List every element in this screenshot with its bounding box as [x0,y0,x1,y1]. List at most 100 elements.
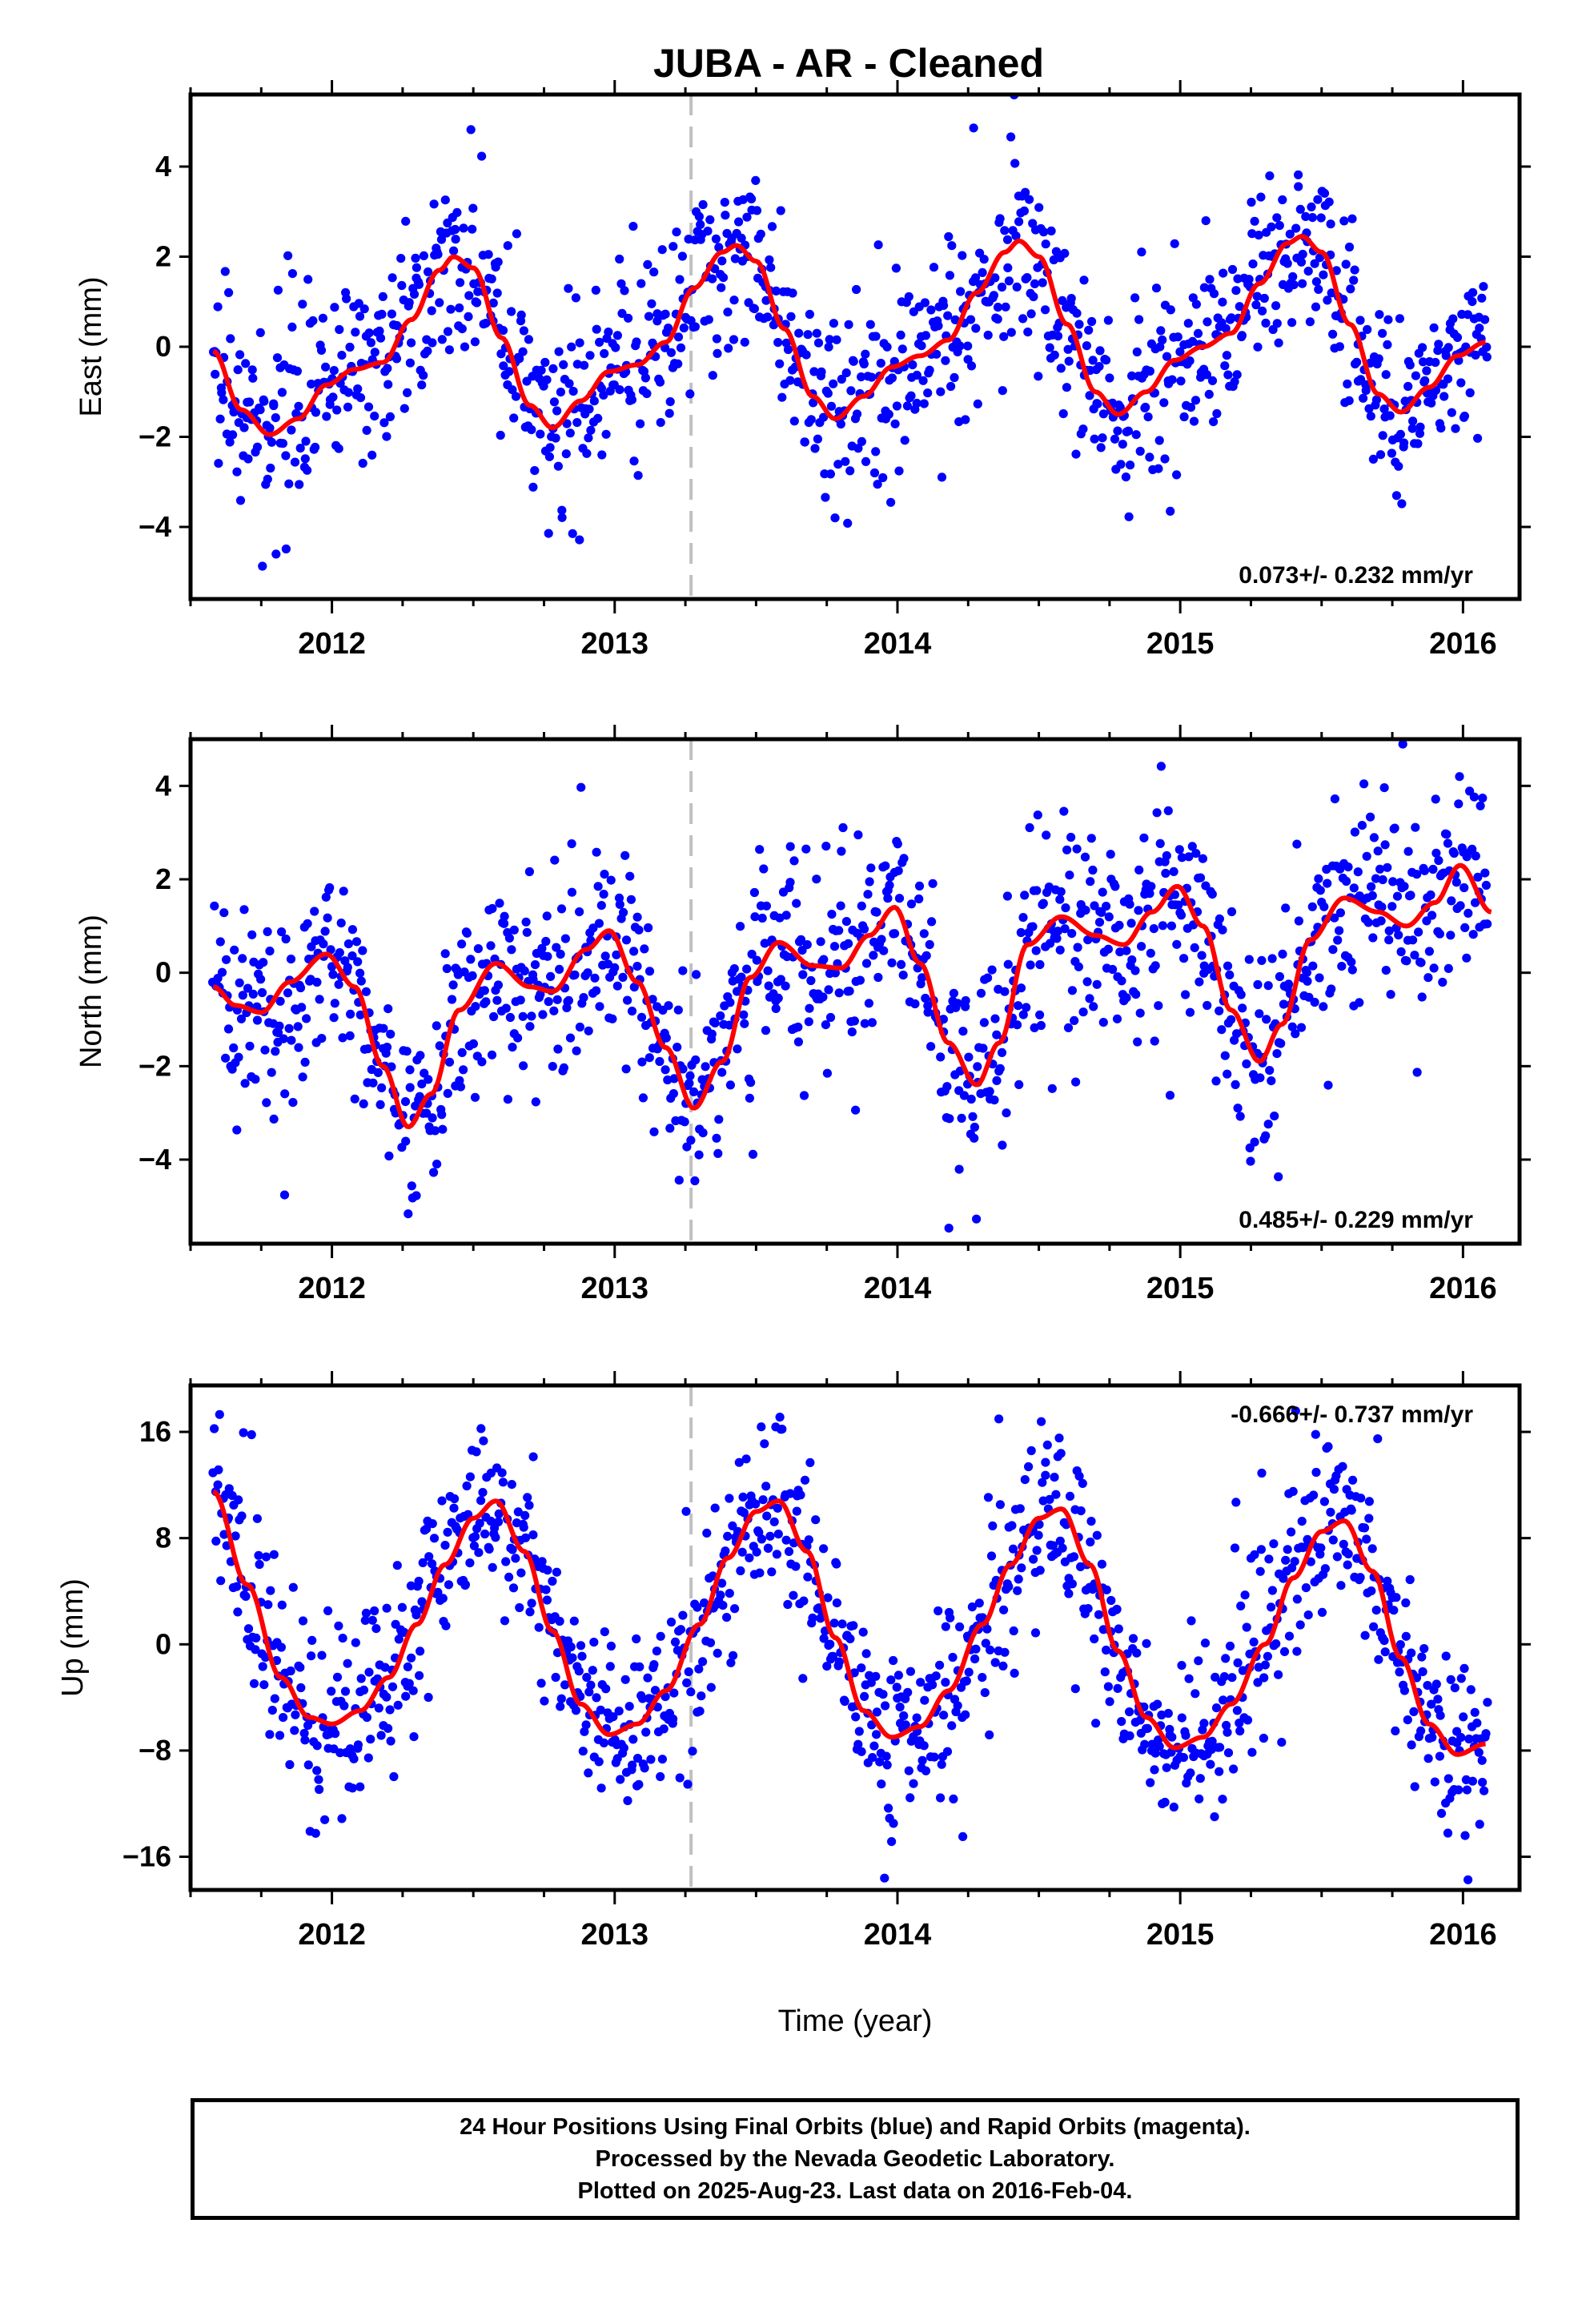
data-point [273,285,283,295]
data-point [648,995,657,1004]
data-point [1275,971,1284,982]
data-point [881,1751,891,1761]
data-point [446,304,456,314]
data-point [438,1124,448,1134]
data-point [1199,1719,1209,1728]
data-point [935,1247,944,1256]
data-point [449,246,459,255]
data-point [605,1662,615,1671]
data-point [1080,852,1090,862]
data-point [384,1151,394,1161]
data-point [1274,1670,1283,1679]
data-point [725,1589,734,1598]
data-point [504,933,515,943]
data-point [632,912,642,922]
data-point [1154,1001,1163,1011]
data-point [1158,335,1167,345]
data-point [528,482,538,492]
data-point [1190,943,1199,952]
data-point [1435,1711,1445,1720]
data-point [476,1424,486,1433]
data-point [1327,288,1336,298]
data-point [593,413,603,424]
data-point [443,327,453,336]
data-point [599,890,608,899]
data-point [1446,931,1456,940]
data-point [923,1007,933,1017]
data-point [476,1496,486,1506]
data-point [1100,1667,1110,1677]
data-point [1383,340,1392,349]
data-point [235,496,246,505]
data-point [1104,912,1114,922]
data-point [1480,868,1490,878]
data-point [1227,907,1237,917]
data-point [355,968,365,978]
data-point [729,1651,738,1660]
data-point [1170,890,1179,899]
data-point [269,400,279,411]
data-point [440,1541,450,1550]
data-point [315,995,324,1004]
data-point [1347,1506,1356,1515]
data-point [972,1214,982,1224]
data-point [784,1546,794,1556]
data-point [772,1550,782,1559]
data-point [1422,916,1431,926]
data-point [920,298,930,308]
data-point [717,1068,727,1077]
data-point [1369,833,1379,842]
data-point [353,957,363,967]
data-point [783,1599,793,1610]
x-tick-label: 2014 [864,1272,932,1305]
data-point [931,1671,941,1681]
data-point [1012,1020,1022,1030]
data-point [438,1594,448,1603]
data-point [1176,911,1186,920]
data-point [1436,1808,1447,1818]
data-point [845,987,854,996]
x-tick-label: 2015 [1146,1272,1215,1305]
data-point [1431,848,1441,858]
data-point [758,1495,768,1505]
data-point [1063,1023,1074,1032]
data-point [693,1602,702,1612]
data-point [1285,229,1295,239]
data-point [375,326,384,336]
data-point [894,466,904,476]
data-point [243,983,253,993]
data-point [661,1065,670,1075]
data-point [315,1784,324,1795]
data-point [1152,808,1162,818]
data-point [1140,1739,1150,1749]
data-point [424,267,433,277]
data-point [277,1600,287,1610]
data-point [377,309,387,319]
data-point [729,296,739,305]
data-point [1130,293,1140,303]
data-point [1366,412,1375,421]
x-tick-label: 2012 [298,1272,366,1305]
data-point [673,1043,682,1052]
data-point [1392,891,1403,901]
data-point [881,861,890,870]
data-point [1447,896,1456,906]
data-point [1035,1566,1045,1575]
data-point [383,380,393,389]
data-point [1055,945,1065,955]
data-point [963,341,973,351]
data-point [402,1047,412,1056]
data-point [252,1015,263,1025]
data-point [833,460,843,469]
data-point [1207,376,1218,385]
data-point [521,917,531,927]
data-point [386,1029,396,1039]
data-point [213,302,223,312]
data-point [385,1705,395,1715]
y-axis-label: East (mm) [74,276,108,416]
data-point [562,419,572,428]
data-point [536,429,545,439]
data-point [412,263,422,272]
data-point [871,332,881,341]
data-point [1422,366,1431,376]
